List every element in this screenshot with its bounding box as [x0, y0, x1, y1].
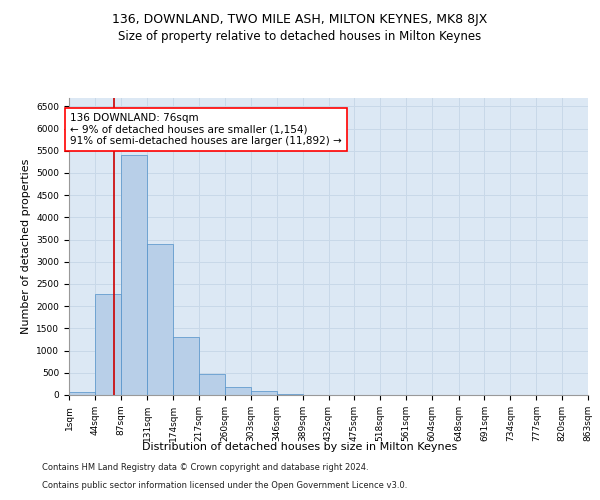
Bar: [147, 244, 173, 395]
Bar: [277, 394, 302, 395]
Text: 136, DOWNLAND, TWO MILE ASH, MILTON KEYNES, MK8 8JX: 136, DOWNLAND, TWO MILE ASH, MILTON KEYN…: [112, 12, 488, 26]
Bar: [173, 338, 199, 395]
Text: Distribution of detached houses by size in Milton Keynes: Distribution of detached houses by size …: [142, 442, 458, 452]
Text: 136 DOWNLAND: 76sqm
← 9% of detached houses are smaller (1,154)
91% of semi-deta: 136 DOWNLAND: 76sqm ← 9% of detached hou…: [70, 113, 342, 146]
Y-axis label: Number of detached properties: Number of detached properties: [21, 158, 31, 334]
Text: Contains HM Land Registry data © Crown copyright and database right 2024.: Contains HM Land Registry data © Crown c…: [42, 464, 368, 472]
Text: Contains public sector information licensed under the Open Government Licence v3: Contains public sector information licen…: [42, 481, 407, 490]
Bar: [199, 374, 225, 395]
Bar: [251, 391, 277, 395]
Text: Size of property relative to detached houses in Milton Keynes: Size of property relative to detached ho…: [118, 30, 482, 43]
Bar: [225, 387, 251, 395]
Bar: [95, 294, 121, 395]
Bar: [69, 392, 95, 395]
Bar: [121, 155, 147, 395]
